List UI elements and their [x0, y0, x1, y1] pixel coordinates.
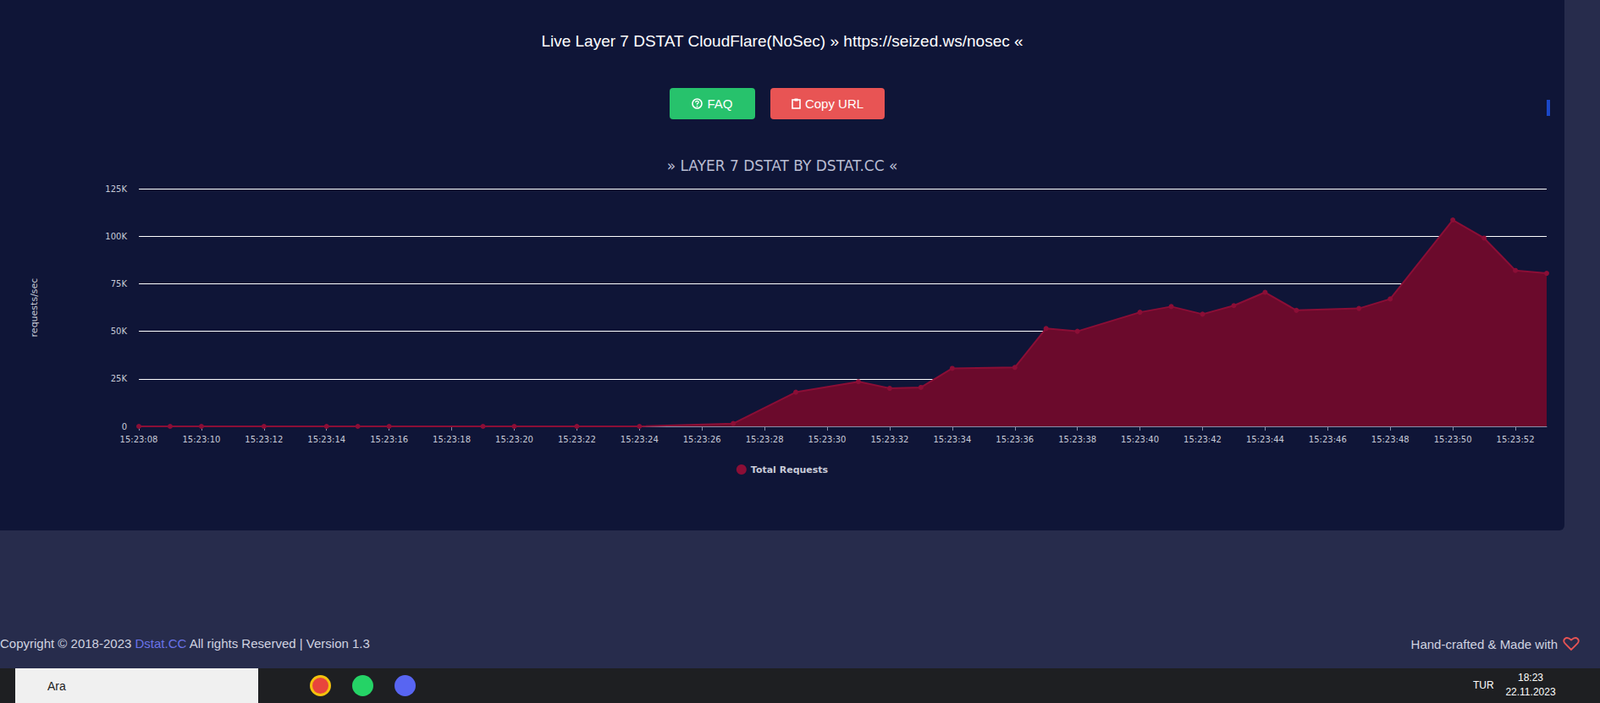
- svg-text:15:23:44: 15:23:44: [1246, 435, 1285, 445]
- svg-text:15:23:12: 15:23:12: [244, 435, 283, 445]
- svg-text:15:23:14: 15:23:14: [307, 435, 346, 445]
- svg-text:25K: 25K: [110, 374, 128, 384]
- svg-text:15:23:24: 15:23:24: [620, 435, 659, 445]
- svg-text:100K: 100K: [104, 231, 127, 242]
- svg-text:125K: 125K: [104, 184, 127, 194]
- svg-text:15:23:32: 15:23:32: [870, 435, 909, 445]
- svg-text:50K: 50K: [110, 326, 128, 337]
- html-text:Hand-crafted & Made with: Hand-crafted & Made with: [1410, 637, 1558, 652]
- svg-text:15:23:22: 15:23:22: [557, 435, 596, 445]
- svg-text:15:23:20: 15:23:20: [495, 435, 534, 445]
- svg-text:15:23:52: 15:23:52: [1496, 435, 1535, 445]
- html-text:FAQ: FAQ: [707, 96, 733, 111]
- svg-text:15:23:50: 15:23:50: [1434, 435, 1473, 445]
- svg-text:15:23:46: 15:23:46: [1308, 435, 1347, 445]
- html-text:Ara: Ara: [47, 679, 66, 693]
- svg-text:15:23:18: 15:23:18: [432, 435, 471, 445]
- html-text:18:23: 18:23: [1517, 672, 1544, 685]
- svg-text:15:23:26: 15:23:26: [683, 435, 722, 445]
- svg-text:0: 0: [121, 422, 127, 432]
- svg-text:15:23:38: 15:23:38: [1058, 435, 1097, 445]
- html-text:22.11.2023: 22.11.2023: [1505, 686, 1556, 699]
- svg-text:15:23:34: 15:23:34: [932, 435, 972, 445]
- svg-text:requests/sec: requests/sec: [28, 278, 40, 338]
- svg-text:15:23:30: 15:23:30: [808, 435, 847, 445]
- svg-text:15:23:40: 15:23:40: [1120, 435, 1159, 445]
- svg-text:75K: 75K: [110, 279, 128, 289]
- svg-text:15:23:48: 15:23:48: [1371, 435, 1410, 445]
- html-text:Copyright © 2018-2023 Dstat.CC: Copyright © 2018-2023 Dstat.CC All right…: [0, 636, 370, 652]
- svg-text:15:23:08: 15:23:08: [120, 435, 159, 445]
- svg-text:15:23:16: 15:23:16: [369, 435, 409, 445]
- svg-text:» LAYER 7 DSTAT BY DSTAT.CC «: » LAYER 7 DSTAT BY DSTAT.CC «: [667, 157, 899, 175]
- svg-text:15:23:36: 15:23:36: [995, 435, 1034, 445]
- svg-text:15:23:28: 15:23:28: [745, 435, 784, 445]
- html-text:Copy URL: Copy URL: [804, 96, 864, 111]
- svg-text:15:23:10: 15:23:10: [182, 435, 221, 445]
- html-text:Live Layer 7 DSTAT CloudFlare(: Live Layer 7 DSTAT CloudFlare(NoSec) » h…: [541, 32, 1024, 50]
- svg-text:Total Requests: Total Requests: [750, 464, 829, 476]
- svg-text:15:23:42: 15:23:42: [1183, 435, 1222, 445]
- html-text:TUR: TUR: [1473, 679, 1494, 692]
